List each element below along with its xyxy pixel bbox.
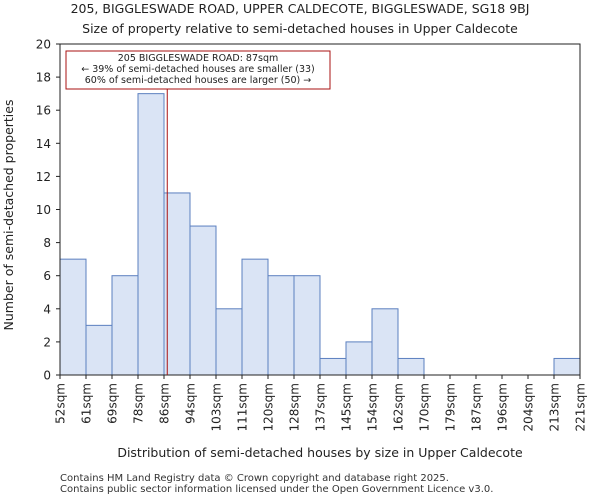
x-tick-label: 128sqm [288, 383, 302, 431]
footer-copyright: Contains HM Land Registry data © Crown c… [60, 473, 449, 484]
y-tick-label: 14 [36, 137, 51, 151]
bars-group [59, 93, 581, 376]
x-tick-label: 69sqm [106, 383, 120, 424]
annotation-line-3: 60% of semi-detached houses are larger (… [85, 75, 312, 86]
y-tick-label: 10 [36, 203, 51, 217]
y-axis-label: Number of semi-detached properties [1, 100, 16, 331]
bar-111sqm [241, 258, 269, 376]
chart-title: 205, BIGGLESWADE ROAD, UPPER CALDECOTE, … [71, 1, 530, 16]
x-tick-label: 145sqm [340, 383, 354, 431]
x-tick-label: 154sqm [366, 383, 380, 431]
bar-78sqm [137, 93, 165, 376]
y-tick-label: 12 [36, 170, 51, 184]
x-tick-label: 52sqm [54, 383, 68, 424]
footer-licence: Contains public sector information licen… [60, 484, 494, 495]
x-tick-label: 137sqm [314, 383, 328, 431]
x-tick-label: 94sqm [184, 383, 198, 424]
y-tick-label: 20 [36, 38, 51, 52]
annotation-frame [65, 50, 331, 90]
bar-154sqm [371, 308, 399, 376]
bar-69sqm [111, 275, 139, 376]
x-tick-label: 213sqm [548, 383, 562, 431]
y-tick-label: 6 [43, 269, 51, 283]
x-tick-label: 103sqm [210, 383, 224, 431]
x-tick-label: 61sqm [80, 383, 94, 424]
x-tick-label: 162sqm [392, 383, 406, 431]
x-tick-label: 170sqm [418, 383, 432, 431]
x-tick-label: 111sqm [236, 383, 250, 431]
y-axis-ticks: 0 2 4 6 8 10 12 14 16 18 20 [36, 38, 60, 383]
x-tick-label: 86sqm [158, 383, 172, 424]
x-tick-label: 179sqm [444, 383, 458, 431]
bar-103sqm [215, 308, 243, 376]
bar-120sqm [267, 275, 295, 376]
bar-213sqm [553, 357, 581, 376]
y-tick-label: 18 [36, 71, 51, 85]
chart-subtitle: Size of property relative to semi-detach… [82, 21, 518, 36]
annotation-line-2: ← 39% of semi-detached houses are smalle… [81, 64, 315, 75]
annotation-line-1: 205 BIGGLESWADE ROAD: 87sqm [118, 53, 279, 64]
y-tick-label: 16 [36, 104, 51, 118]
y-tick-label: 4 [43, 302, 51, 316]
x-tick-label: 221sqm [574, 383, 588, 431]
annotation-box: 205 BIGGLESWADE ROAD: 87sqm ← 39% of sem… [65, 50, 331, 90]
y-tick-label: 0 [43, 369, 51, 383]
bar-86sqm [163, 192, 191, 376]
plot-frame [59, 43, 581, 376]
x-tick-label: 196sqm [496, 383, 510, 431]
x-tick-label: 187sqm [470, 383, 484, 431]
bar-128sqm [293, 275, 321, 376]
x-tick-label: 120sqm [262, 383, 276, 431]
bar-52sqm [59, 258, 87, 376]
x-tick-label: 78sqm [132, 383, 146, 424]
bar-145sqm [345, 341, 373, 376]
bar-162sqm [397, 357, 425, 376]
y-tick-label: 8 [43, 236, 51, 250]
bar-94sqm [189, 225, 217, 376]
bar-137sqm [319, 357, 347, 376]
x-tick-label: 204sqm [522, 383, 536, 431]
bar-61sqm [85, 324, 113, 376]
x-axis-label: Distribution of semi-detached houses by … [117, 445, 523, 460]
x-axis-ticks: 52sqm 61sqm 69sqm 78sqm 86sqm 94sqm 103sqm 111s… [54, 375, 588, 431]
y-tick-label: 2 [43, 335, 51, 349]
